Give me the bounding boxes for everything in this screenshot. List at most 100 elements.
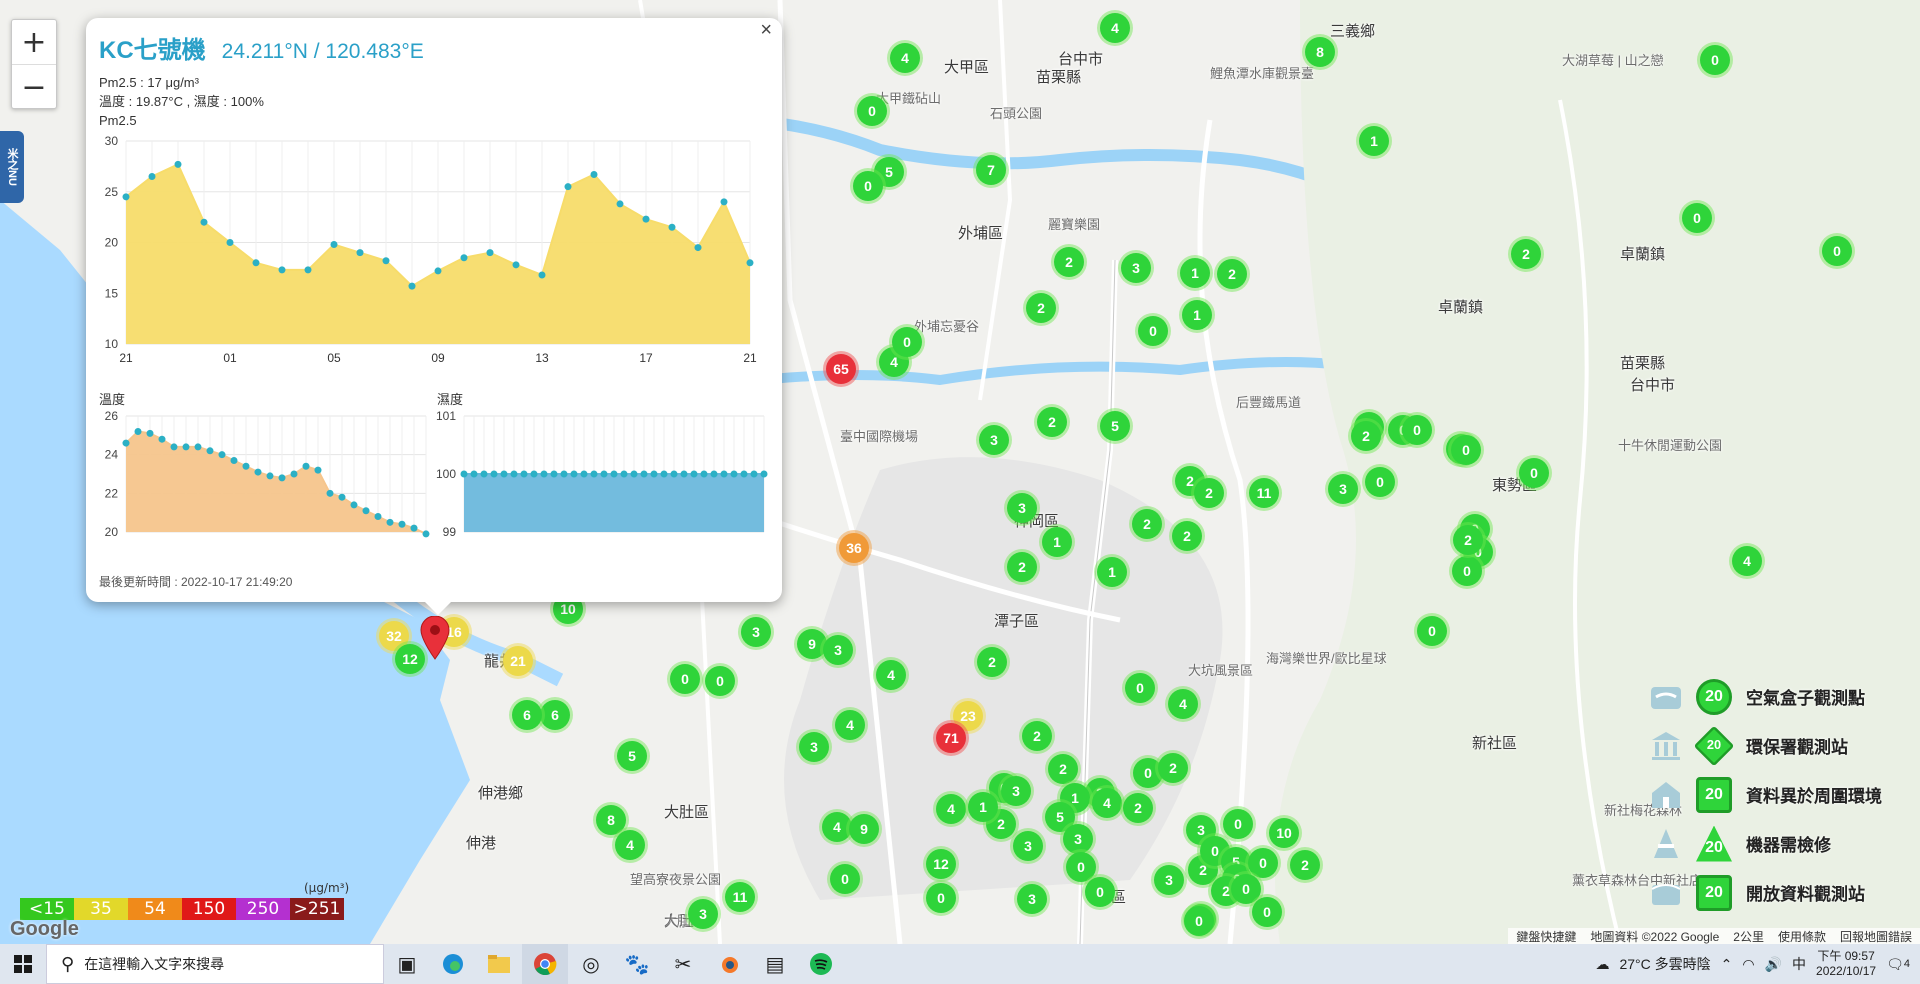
sensor-marker[interactable]: 3 — [1063, 824, 1093, 854]
sensor-marker[interactable]: 4 — [615, 830, 645, 860]
sensor-marker[interactable]: 2 — [1048, 754, 1078, 784]
sensor-marker[interactable]: 0 — [1138, 316, 1168, 346]
sensor-marker[interactable]: 0 — [830, 864, 860, 894]
sensor-marker[interactable]: 21 — [503, 646, 533, 676]
zoom-in-button[interactable]: + — [12, 20, 56, 65]
sensor-marker[interactable]: 7 — [976, 155, 1006, 185]
sensor-marker[interactable]: 4 — [835, 710, 865, 740]
ime-indicator[interactable]: 中 — [1792, 956, 1807, 972]
sensor-marker[interactable]: 4 — [890, 43, 920, 73]
sensor-marker[interactable]: 4 — [1168, 689, 1198, 719]
sensor-marker[interactable]: 2 — [1054, 247, 1084, 277]
weather-cloud-icon[interactable]: ☁ — [1595, 955, 1610, 972]
sensor-marker[interactable]: 0 — [1417, 616, 1447, 646]
sensor-marker[interactable]: 1 — [1182, 300, 1212, 330]
sensor-marker[interactable]: 0 — [857, 96, 887, 126]
sensor-marker[interactable]: 65 — [826, 354, 856, 384]
sensor-marker[interactable]: 2 — [1453, 525, 1483, 555]
sensor-marker[interactable]: 2 — [1037, 407, 1067, 437]
sensor-marker[interactable]: 3 — [1007, 493, 1037, 523]
sensor-marker[interactable]: 0 — [670, 664, 700, 694]
sensor-marker[interactable]: 3 — [799, 732, 829, 762]
sensor-marker[interactable]: 2 — [1022, 721, 1052, 751]
sensor-marker[interactable]: 0 — [1223, 809, 1253, 839]
sensor-marker[interactable]: 2 — [1158, 753, 1188, 783]
sensor-marker[interactable]: 3 — [1017, 884, 1047, 914]
task-view-icon[interactable]: ▣ — [397, 953, 417, 976]
sensor-marker[interactable]: 1 — [968, 792, 998, 822]
sensor-marker[interactable]: 4 — [1092, 788, 1122, 818]
sensor-marker[interactable]: 4 — [822, 812, 852, 842]
spotify-icon[interactable] — [798, 944, 844, 984]
sensor-marker[interactable]: 11 — [725, 882, 755, 912]
sensor-marker[interactable]: 2 — [1217, 259, 1247, 289]
sensor-marker[interactable]: 0 — [1085, 877, 1115, 907]
notification-center-icon[interactable]: 🗨 — [1886, 955, 1904, 972]
sensor-marker[interactable]: 9 — [849, 814, 879, 844]
sensor-marker[interactable]: 0 — [1519, 458, 1549, 488]
file-explorer-icon[interactable] — [476, 944, 522, 984]
report-error-link[interactable]: 回報地圖錯誤 — [1839, 929, 1912, 944]
zoom-out-button[interactable]: − — [21, 69, 47, 105]
sensor-marker[interactable]: 0 — [1252, 897, 1282, 927]
sensor-marker[interactable]: 2 — [1132, 509, 1162, 539]
sensor-marker[interactable]: 4 — [876, 660, 906, 690]
sensor-marker[interactable]: 6 — [540, 700, 570, 730]
sensor-marker[interactable]: 5 — [874, 157, 904, 187]
sensor-marker[interactable]: 0 — [1184, 906, 1214, 936]
sensor-marker[interactable]: 5 — [1100, 411, 1130, 441]
sensor-marker[interactable]: 0 — [1402, 415, 1432, 445]
sensor-marker[interactable]: 2 — [1351, 421, 1381, 451]
sensor-marker[interactable]: 3 — [1013, 831, 1043, 861]
compass-app-icon[interactable]: ◎ — [582, 953, 600, 976]
sensor-marker[interactable]: 3 — [741, 617, 771, 647]
sensor-marker[interactable]: 0 — [1125, 673, 1155, 703]
weather-text[interactable]: 27°C 多雲時陰 — [1619, 956, 1711, 972]
sensor-marker[interactable]: 0 — [892, 327, 922, 357]
popup-close-button[interactable]: × — [760, 19, 772, 41]
sensor-marker[interactable]: 3 — [1328, 474, 1358, 504]
sensor-marker[interactable]: 3 — [1001, 776, 1031, 806]
sensor-marker[interactable]: 0 — [1231, 874, 1261, 904]
wifi-icon[interactable]: ◠ — [1742, 955, 1755, 972]
sensor-marker[interactable]: 0 — [1066, 852, 1096, 882]
sensor-marker[interactable]: 12 — [395, 644, 425, 674]
start-button[interactable] — [0, 944, 46, 984]
sensor-marker[interactable]: 0 — [1822, 236, 1852, 266]
chevron-up-icon[interactable]: ⌃ — [1720, 955, 1733, 972]
sensor-marker[interactable]: 2 — [977, 647, 1007, 677]
sensor-marker[interactable]: 0 — [705, 666, 735, 696]
sensor-marker[interactable]: 6 — [512, 700, 542, 730]
sensor-marker[interactable]: 0 — [1452, 556, 1482, 586]
sensor-marker[interactable]: 1 — [1097, 557, 1127, 587]
sensor-marker[interactable]: 3 — [688, 899, 718, 929]
sensor-marker[interactable]: 1 — [1359, 126, 1389, 156]
notes-app-icon[interactable]: ▤ — [765, 953, 785, 976]
sensor-marker[interactable]: 4 — [936, 794, 966, 824]
sensor-marker[interactable]: 0 — [853, 171, 883, 201]
sensor-marker[interactable]: 3 — [979, 425, 1009, 455]
sensor-marker[interactable]: 0 — [1700, 45, 1730, 75]
keyboard-shortcuts-link[interactable]: 鍵盤快捷鍵 — [1516, 929, 1577, 944]
sensor-marker[interactable]: 0 — [926, 883, 956, 913]
sensor-marker[interactable]: 5 — [617, 741, 647, 771]
sensor-marker[interactable]: 3 — [823, 635, 853, 665]
edge-browser-icon[interactable] — [430, 944, 476, 984]
snipping-tool-icon[interactable]: ✂ — [674, 953, 692, 976]
sensor-marker[interactable]: 2 — [1511, 239, 1541, 269]
sensor-marker[interactable]: 3 — [1154, 865, 1184, 895]
sensor-marker[interactable]: 2 — [1290, 850, 1320, 880]
sensor-marker[interactable]: 36 — [839, 533, 869, 563]
sensor-marker[interactable]: 2 — [1007, 552, 1037, 582]
sensor-marker[interactable]: 2 — [1026, 293, 1056, 323]
sensor-marker[interactable]: 0 — [1365, 467, 1395, 497]
taskbar-search-box[interactable]: ⚲ 在這裡輸入文字來搜尋 — [46, 944, 384, 984]
sensor-marker[interactable]: 12 — [926, 849, 956, 879]
sensor-marker[interactable]: 8 — [1305, 37, 1335, 67]
chrome-browser-icon[interactable] — [522, 944, 568, 984]
sensor-marker[interactable]: 3 — [1121, 253, 1151, 283]
sensor-marker[interactable]: 0 — [1451, 435, 1481, 465]
sensor-marker[interactable]: 11 — [1249, 478, 1279, 508]
map-scale-label[interactable]: 2公里 — [1733, 929, 1764, 944]
sensor-marker[interactable]: 0 — [1248, 848, 1278, 878]
